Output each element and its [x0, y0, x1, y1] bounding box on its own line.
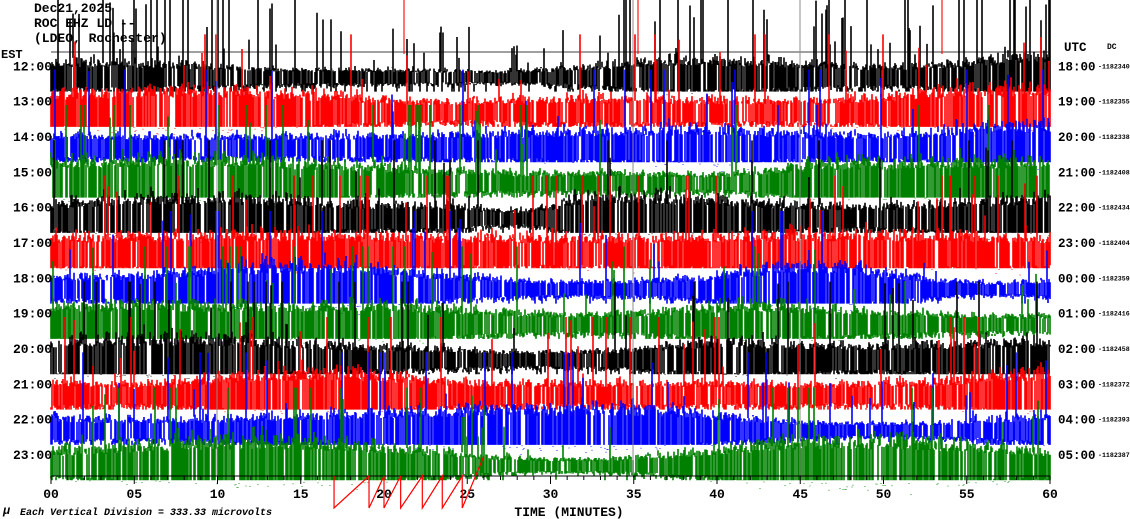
svg-text:15:00: 15:00 — [13, 165, 52, 180]
svg-text:-1182404: -1182404 — [1098, 240, 1130, 247]
svg-text:50: 50 — [876, 487, 892, 502]
svg-text:-1182434: -1182434 — [1098, 205, 1130, 212]
svg-text:40: 40 — [709, 487, 725, 502]
svg-text:Each Vertical Division = 333.: Each Vertical Division = 333.33 microvol… — [20, 507, 272, 519]
svg-text:21:00: 21:00 — [1058, 166, 1096, 180]
svg-text:03:00: 03:00 — [1058, 378, 1096, 392]
svg-text:60: 60 — [1042, 487, 1058, 502]
svg-text:DC: DC — [1107, 43, 1117, 52]
svg-text:UTC: UTC — [1064, 41, 1087, 55]
svg-text:20:00: 20:00 — [13, 342, 52, 357]
svg-text:12:00: 12:00 — [13, 59, 52, 74]
svg-text:22:00: 22:00 — [1058, 202, 1096, 216]
svg-text:55: 55 — [959, 487, 975, 502]
svg-text:45: 45 — [792, 487, 808, 502]
svg-text:µ: µ — [2, 504, 11, 518]
svg-text:00:00: 00:00 — [1058, 272, 1096, 286]
svg-text:02:00: 02:00 — [1058, 343, 1096, 357]
svg-text:-1182408: -1182408 — [1098, 169, 1130, 176]
svg-text:05: 05 — [126, 487, 142, 502]
svg-text:10: 10 — [210, 487, 226, 502]
svg-text:14:00: 14:00 — [13, 130, 52, 145]
svg-text:04:00: 04:00 — [1058, 414, 1096, 428]
svg-text:-1182458: -1182458 — [1098, 346, 1130, 353]
svg-text:18:00: 18:00 — [13, 271, 52, 286]
svg-text:13:00: 13:00 — [13, 95, 52, 110]
svg-text:ROC EHZ LD --: ROC EHZ LD -- — [34, 16, 135, 31]
svg-text:05:00: 05:00 — [1058, 449, 1096, 463]
svg-text:-1182416: -1182416 — [1098, 311, 1130, 318]
svg-text:20:00: 20:00 — [1058, 131, 1096, 145]
svg-text:18:00: 18:00 — [1058, 60, 1096, 74]
svg-text:23:00: 23:00 — [1058, 237, 1096, 251]
svg-text:15: 15 — [293, 487, 309, 502]
svg-text:23:00: 23:00 — [13, 448, 52, 463]
svg-text:-1182355: -1182355 — [1098, 99, 1130, 106]
svg-text:22:00: 22:00 — [13, 413, 52, 428]
svg-text:-1182372: -1182372 — [1098, 381, 1130, 388]
svg-text:19:00: 19:00 — [1058, 96, 1096, 110]
svg-text:16:00: 16:00 — [13, 201, 52, 216]
svg-text:-1182359: -1182359 — [1098, 275, 1130, 282]
svg-text:17:00: 17:00 — [13, 236, 52, 251]
svg-text:-1182393: -1182393 — [1098, 417, 1130, 424]
svg-text:35: 35 — [626, 487, 642, 502]
svg-text:-1182387: -1182387 — [1098, 452, 1130, 459]
svg-text:19:00: 19:00 — [13, 307, 52, 322]
svg-text:01:00: 01:00 — [1058, 308, 1096, 322]
svg-text:00: 00 — [43, 487, 59, 502]
svg-text:-1182340: -1182340 — [1098, 63, 1130, 70]
svg-text:21:00: 21:00 — [13, 377, 52, 392]
svg-text:-1182338: -1182338 — [1098, 134, 1130, 141]
svg-text:30: 30 — [543, 487, 559, 502]
svg-text:TIME (MINUTES): TIME (MINUTES) — [514, 505, 623, 519]
